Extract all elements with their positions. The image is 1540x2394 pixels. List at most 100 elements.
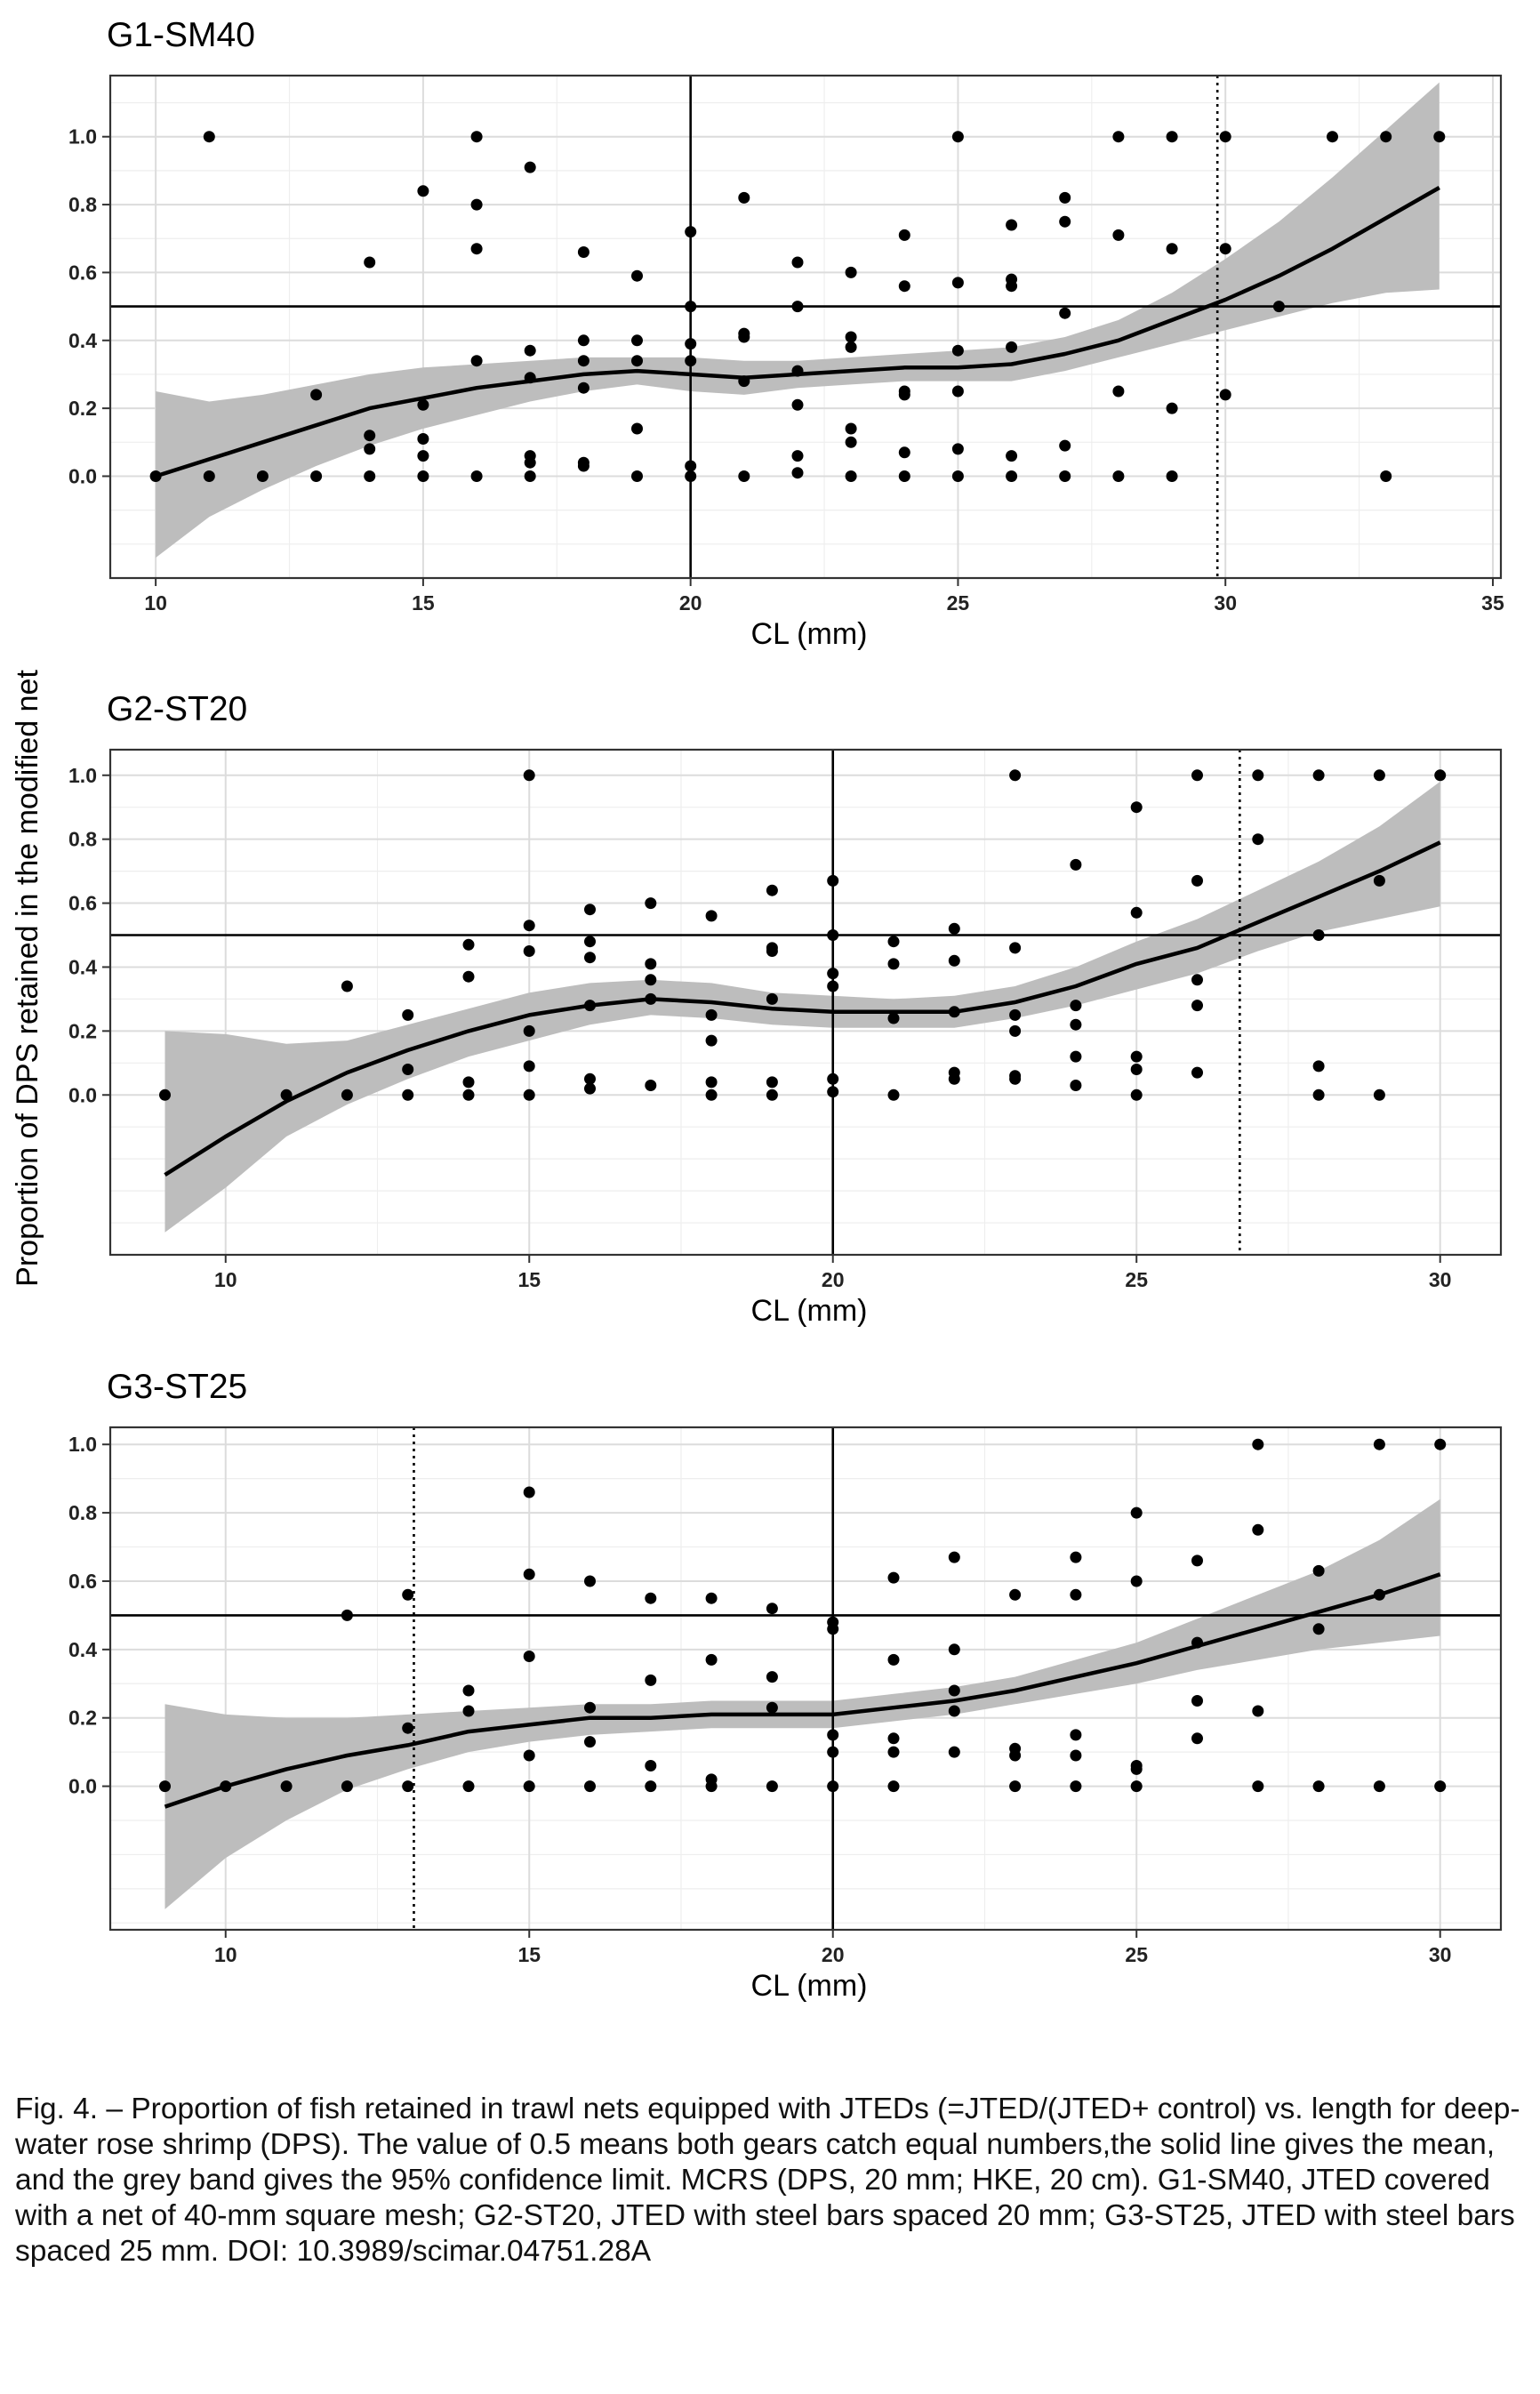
data-point <box>705 1780 718 1793</box>
data-point <box>1434 769 1447 782</box>
data-point <box>1070 1050 1082 1063</box>
data-point <box>523 1060 535 1072</box>
data-point <box>1130 1050 1143 1063</box>
y-tick-label: 0.6 <box>68 261 97 284</box>
data-point <box>402 1089 414 1101</box>
data-point <box>220 1780 232 1793</box>
data-point <box>584 904 596 916</box>
data-point <box>1191 1636 1203 1649</box>
data-point <box>645 974 657 986</box>
data-point <box>1272 301 1285 313</box>
data-point <box>1380 131 1392 143</box>
data-point <box>402 1008 414 1021</box>
data-point <box>645 1780 657 1793</box>
data-point <box>1252 1438 1264 1450</box>
data-point <box>1130 1064 1143 1075</box>
data-point <box>1059 470 1071 482</box>
data-point <box>584 1701 596 1714</box>
x-axis-label: CL (mm) <box>751 1294 868 1328</box>
data-point <box>827 1729 839 1741</box>
data-point <box>1006 280 1018 293</box>
data-point <box>584 1736 596 1748</box>
data-point <box>948 1705 960 1717</box>
data-point <box>364 430 376 442</box>
data-point <box>948 1006 960 1018</box>
data-point <box>845 422 857 435</box>
data-point <box>1112 470 1125 482</box>
data-point <box>645 1080 657 1091</box>
data-point <box>948 1746 960 1758</box>
data-point <box>523 1780 535 1793</box>
mean-curve <box>164 1572 1441 1809</box>
data-point <box>462 1780 475 1793</box>
data-point <box>1130 906 1143 919</box>
data-point <box>951 443 964 455</box>
data-point <box>827 1086 839 1098</box>
data-point <box>462 970 475 983</box>
data-point <box>470 198 483 211</box>
data-point <box>1191 1066 1203 1079</box>
data-point <box>524 161 536 173</box>
data-point <box>898 470 910 482</box>
data-point <box>584 1000 596 1012</box>
data-point <box>1006 450 1018 462</box>
data-point <box>1252 1523 1264 1536</box>
data-point <box>470 243 483 255</box>
data-point <box>1219 243 1231 255</box>
x-tick-label: 10 <box>214 1943 237 1966</box>
data-point <box>887 1089 900 1101</box>
data-point <box>645 897 657 910</box>
data-point <box>1166 470 1178 482</box>
data-point <box>523 1651 535 1662</box>
data-point <box>584 1082 596 1095</box>
data-point <box>310 389 323 401</box>
data-point <box>1380 470 1392 482</box>
data-point <box>705 910 718 922</box>
data-point <box>462 1705 475 1717</box>
data-point <box>766 1780 778 1793</box>
data-point <box>887 1732 900 1745</box>
y-tick-label: 1.0 <box>68 125 97 149</box>
data-point <box>577 460 590 472</box>
data-point <box>341 1609 353 1621</box>
data-point <box>766 1076 778 1089</box>
x-tick-label: 25 <box>1125 1268 1148 1291</box>
data-point <box>524 456 536 469</box>
data-point <box>341 1780 353 1793</box>
data-point <box>631 269 643 282</box>
data-point <box>1130 1506 1143 1519</box>
data-point <box>159 1780 171 1793</box>
y-tick-label: 0.4 <box>68 329 97 352</box>
data-point <box>402 1722 414 1734</box>
data-point <box>1112 131 1125 143</box>
data-point <box>402 1588 414 1601</box>
data-point <box>898 229 910 241</box>
data-point <box>1070 858 1082 871</box>
data-point <box>1009 1780 1022 1793</box>
data-point <box>280 1089 293 1101</box>
data-point <box>256 470 269 482</box>
data-point <box>887 958 900 970</box>
x-tick-label: 20 <box>679 591 702 615</box>
data-point <box>1059 307 1071 319</box>
data-point <box>948 1551 960 1563</box>
data-point <box>685 460 697 472</box>
data-point <box>685 338 697 350</box>
data-point <box>1312 1623 1325 1635</box>
data-point <box>887 1571 900 1584</box>
data-point <box>645 1674 657 1686</box>
data-point <box>584 1780 596 1793</box>
data-point <box>1070 1551 1082 1563</box>
data-point <box>827 980 839 992</box>
data-point <box>1166 402 1178 414</box>
data-point <box>523 1024 535 1037</box>
panels: G1-SM40 10 15 20 25 30 35 0.0 0.2 0.4 0.6 0.8 1.0 CL … <box>68 16 1504 2003</box>
data-point <box>685 226 697 238</box>
y-tick-label: 0.6 <box>68 1570 97 1593</box>
data-point <box>203 131 215 143</box>
data-point <box>524 372 536 384</box>
data-point <box>685 470 697 482</box>
data-point <box>738 191 750 204</box>
data-point <box>645 1760 657 1771</box>
data-point <box>402 1780 414 1793</box>
